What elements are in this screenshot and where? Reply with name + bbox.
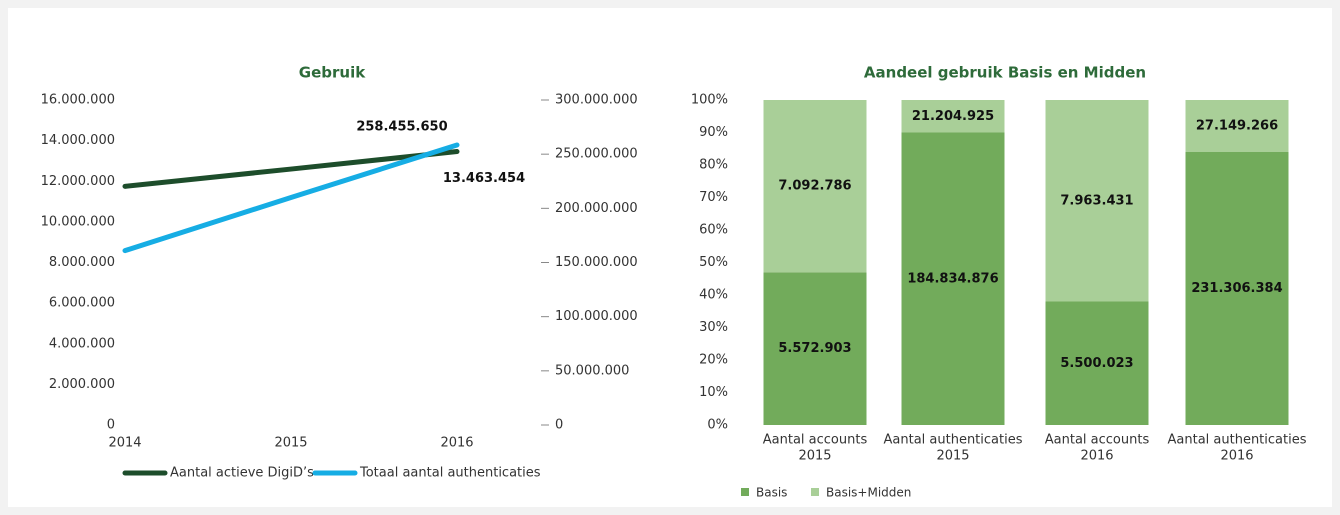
y-tick-label: 10.000.000	[41, 214, 115, 229]
line	[122, 149, 460, 189]
y-tick-label: 20%	[699, 353, 728, 368]
data-label: 21.204.925	[912, 109, 994, 124]
x-tick-label: Aantal accounts	[763, 433, 868, 448]
y2-tick-label: 100.000.000	[555, 309, 638, 324]
y-tick-label: 90%	[699, 125, 728, 140]
bar-segment	[1185, 152, 1289, 425]
y-tick-label: 10%	[699, 385, 728, 400]
bar-segment	[763, 100, 867, 273]
y2-tick-label: 300.000.000	[555, 93, 638, 108]
legend-label: Basis	[756, 486, 787, 500]
y-tick-label: 4.000.000	[49, 336, 115, 351]
y-tick-label: 6.000.000	[49, 296, 115, 311]
bar-segment	[901, 100, 1005, 133]
y-tick-label: 8.000.000	[49, 255, 115, 270]
x-tick-label: 2015	[936, 449, 969, 464]
y-tick-label: 30%	[699, 320, 728, 335]
y-tick-label: 50%	[699, 255, 728, 270]
data-label: 27.149.266	[1196, 119, 1278, 134]
y2-tick-label: 250.000.000	[555, 147, 638, 162]
y2-tick-label: 150.000.000	[555, 255, 638, 270]
y-tick-label: 12.000.000	[41, 174, 115, 189]
bar-segment	[1045, 301, 1149, 425]
legend-label: Basis+Midden	[826, 486, 911, 500]
y-tick-label: 0	[107, 418, 115, 433]
x-tick-label: 2015	[798, 449, 831, 464]
y-tick-label: 40%	[699, 288, 728, 303]
data-label: 13.463.454	[443, 171, 525, 186]
chart-title: Gebruik	[299, 64, 366, 82]
bar-segment	[1045, 100, 1149, 302]
x-tick-label: 2016	[1080, 449, 1113, 464]
data-label: 231.306.384	[1191, 281, 1282, 296]
data-label: 7.092.786	[778, 179, 851, 194]
legend-label: Totaal aantal authenticaties	[359, 466, 541, 481]
line	[122, 142, 460, 254]
x-tick-label: Aantal authenticaties	[1168, 433, 1307, 448]
y2-tick-label: 50.000.000	[555, 363, 629, 378]
y-tick-label: 0%	[707, 418, 728, 433]
chart-title: Aandeel gebruik Basis en Midden	[864, 64, 1146, 82]
y-tick-label: 70%	[699, 190, 728, 205]
legend-swatch	[741, 488, 749, 496]
x-tick-label: 2015	[274, 436, 307, 451]
data-label: 184.834.876	[907, 271, 998, 286]
x-tick-label: 2014	[108, 436, 141, 451]
y2-tick-label: 200.000.000	[555, 201, 638, 216]
bar-segment	[901, 132, 1005, 425]
bar-segment	[763, 272, 867, 425]
y2-tick-label: 0	[555, 418, 563, 433]
x-tick-label: 2016	[440, 436, 473, 451]
legend-label: Aantal actieve DigiD’s	[170, 466, 314, 481]
legend-swatch	[811, 488, 819, 496]
x-tick-label: 2016	[1220, 449, 1253, 464]
x-tick-label: Aantal accounts	[1045, 433, 1150, 448]
y-tick-label: 80%	[699, 158, 728, 173]
x-tick-label: Aantal authenticaties	[884, 433, 1023, 448]
y-tick-label: 14.000.000	[41, 133, 115, 148]
data-label: 258.455.650	[356, 120, 447, 135]
data-label: 7.963.431	[1060, 193, 1133, 208]
y-tick-label: 16.000.000	[41, 93, 115, 108]
y-tick-label: 2.000.000	[49, 377, 115, 392]
y-tick-label: 100%	[691, 93, 728, 108]
y-tick-label: 60%	[699, 223, 728, 238]
data-label: 5.500.023	[1060, 356, 1133, 371]
bar-segment	[1185, 100, 1289, 152]
data-label: 5.572.903	[778, 341, 851, 356]
